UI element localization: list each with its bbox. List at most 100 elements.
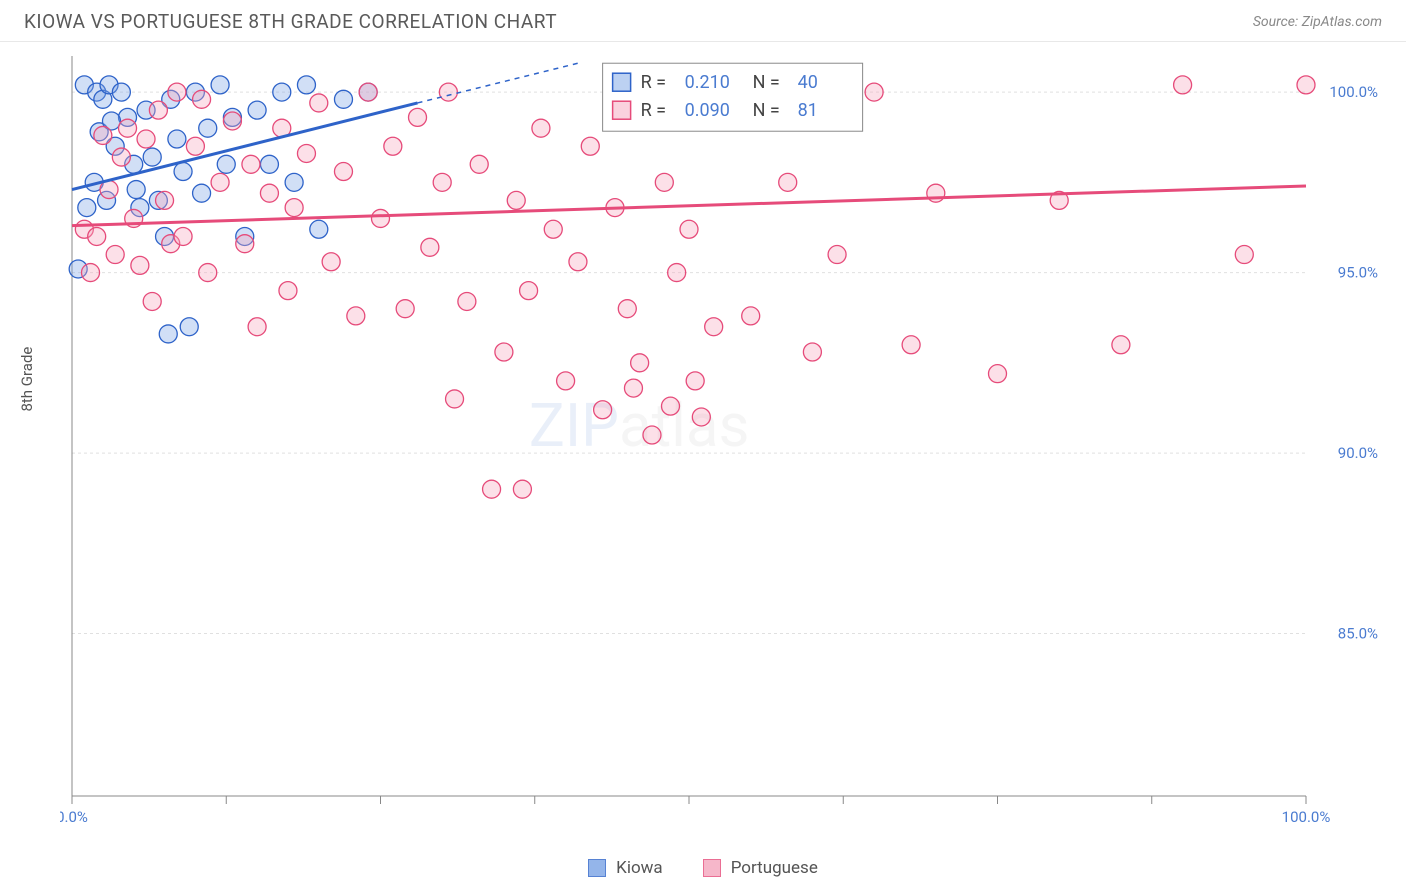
data-point [168,130,186,148]
data-point [279,282,297,300]
data-point [742,307,760,325]
data-point [803,343,821,361]
legend-n-value: 81 [798,100,818,121]
data-point [692,408,710,426]
data-point [174,163,192,181]
data-point [409,108,427,126]
data-point [347,307,365,325]
data-point [248,318,266,336]
legend-swatch [588,859,606,877]
data-point [865,83,883,101]
y-axis-label: 8th Grade [18,347,36,412]
data-point [193,184,211,202]
data-point [1297,76,1315,94]
data-point [260,184,278,202]
legend-swatch [703,859,721,877]
data-point [310,94,328,112]
data-point [322,253,340,271]
data-point [143,148,161,166]
data-point [186,137,204,155]
legend-r-label: R = [641,100,666,121]
data-point [174,227,192,245]
data-point [618,300,636,318]
data-point [520,282,538,300]
data-point [242,155,260,173]
source-label: Source: ZipAtlas.com [1253,14,1382,30]
data-point [248,101,266,119]
y-tick-label: 95.0% [1338,264,1378,282]
chart-header: KIOWA VS PORTUGUESE 8TH GRADE CORRELATIO… [0,0,1406,42]
data-point [297,76,315,94]
x-tick-label: 0.0% [60,808,88,826]
data-point [1174,76,1192,94]
data-point [470,155,488,173]
legend-n-value: 40 [798,72,818,93]
data-point [127,181,145,199]
legend-r-value: 0.090 [685,100,730,121]
data-point [285,199,303,217]
data-point [223,112,241,130]
data-point [217,155,235,173]
data-point [668,264,686,282]
data-point [661,397,679,415]
bottom-legend: Kiowa Portuguese [0,858,1406,878]
data-point [131,256,149,274]
legend-r-label: R = [641,72,666,93]
data-point [483,480,501,498]
data-point [159,325,177,343]
data-point [193,90,211,108]
data-point [236,235,254,253]
data-point [532,119,550,137]
data-point [156,191,174,209]
y-tick-label: 100.0% [1329,83,1378,101]
y-tick-label: 90.0% [1338,444,1378,462]
data-point [779,173,797,191]
data-point [112,148,130,166]
data-point [119,119,137,137]
data-point [655,173,673,191]
data-point [297,144,315,162]
legend-n-label: N = [753,100,780,121]
data-point [439,83,457,101]
data-point [149,101,167,119]
data-point [285,173,303,191]
data-point [433,173,451,191]
data-point [581,137,599,155]
data-point [143,292,161,310]
data-point [705,318,723,336]
legend-n-label: N = [753,72,780,93]
data-point [631,354,649,372]
data-point [88,227,106,245]
x-tick-label: 100.0% [1282,808,1331,826]
data-point [643,426,661,444]
chart-title: KIOWA VS PORTUGUESE 8TH GRADE CORRELATIO… [24,10,557,33]
data-point [359,83,377,101]
legend-swatch [613,73,631,91]
data-point [82,264,100,282]
data-point [310,220,328,238]
data-point [446,390,464,408]
chart-area: 8th Grade 85.0%90.0%95.0%100.0%0.0%100.0… [24,52,1386,836]
data-point [260,155,278,173]
data-point [372,209,390,227]
data-point [557,372,575,390]
legend-label: Kiowa [616,858,663,878]
data-point [513,480,531,498]
data-point [137,130,155,148]
data-point [594,401,612,419]
y-tick-label: 85.0% [1338,625,1378,643]
data-point [1235,246,1253,264]
data-point [421,238,439,256]
bottom-legend-item: Kiowa [588,858,663,878]
data-point [624,379,642,397]
data-point [106,246,124,264]
data-point [507,191,525,209]
bottom-legend-item: Portuguese [703,858,818,878]
data-point [78,199,96,217]
watermark: atlas [619,390,749,461]
data-point [396,300,414,318]
data-point [112,83,130,101]
scatter-plot: 85.0%90.0%95.0%100.0%0.0%100.0%ZIPatlasR… [60,52,1386,836]
data-point [211,173,229,191]
legend-label: Portuguese [731,858,818,878]
